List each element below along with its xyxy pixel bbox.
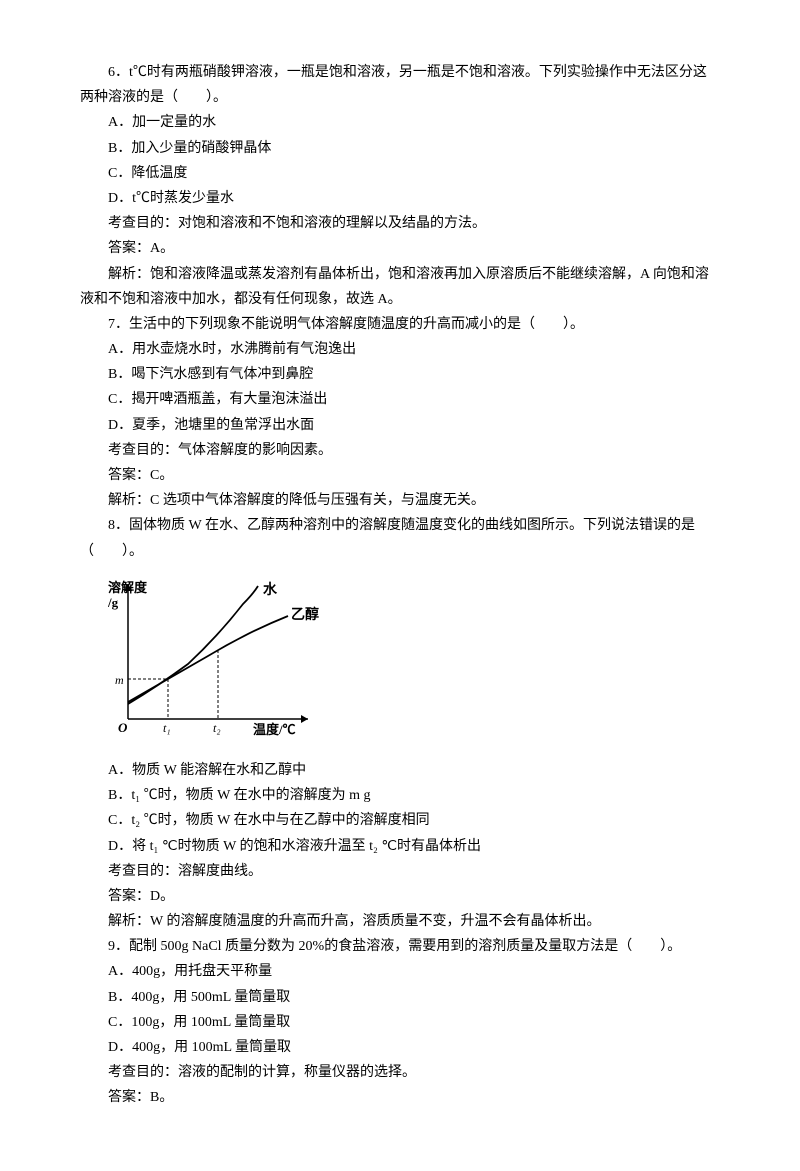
q6-option-d: D．t℃时蒸发少量水 xyxy=(80,186,720,211)
xlabel: 温度/℃ xyxy=(253,722,296,737)
q9-option-a: A．400g，用托盘天平称量 xyxy=(80,959,720,984)
q8-purpose: 考查目的：溶解度曲线。 xyxy=(80,859,720,884)
q8-option-d: D．将 t₁ ℃时物质 W 的饱和水溶液升温至 t₂ ℃时有晶体析出 xyxy=(80,834,720,859)
water-label: 水 xyxy=(263,581,278,598)
ethanol-curve xyxy=(128,616,288,702)
q6-answer: 答案：A。 xyxy=(80,236,720,261)
q7-analysis: 解析：C 选项中气体溶解度的降低与压强有关，与温度无关。 xyxy=(80,488,720,513)
q9-purpose: 考查目的：溶液的配制的计算，称量仪器的选择。 xyxy=(80,1060,720,1085)
m-tick: m xyxy=(115,673,124,687)
q7-option-d: D．夏季，池塘里的鱼常浮出水面 xyxy=(80,413,720,438)
q9-option-b: B．400g，用 500mL 量筒量取 xyxy=(80,985,720,1010)
q7-option-b: B．喝下汽水感到有气体冲到鼻腔 xyxy=(80,362,720,387)
q6-option-c: C．降低温度 xyxy=(80,161,720,186)
water-curve xyxy=(128,586,258,704)
q9-stem: 9．配制 500g NaCl 质量分数为 20%的食盐溶液，需要用到的溶剂质量及… xyxy=(80,934,720,959)
x-axis-arrow xyxy=(301,715,308,723)
q8-answer: 答案：D。 xyxy=(80,884,720,909)
origin: O xyxy=(118,720,128,735)
t2-tick: t₂ xyxy=(213,721,221,735)
q9-option-d: D．400g，用 100mL 量筒量取 xyxy=(80,1035,720,1060)
ethanol-label: 乙醇 xyxy=(291,606,319,623)
solubility-chart: 溶解度/g 水 乙醇 m O t₁ t₂ 温度/℃ xyxy=(108,574,720,748)
q8-stem: 8．固体物质 W 在水、乙醇两种溶剂中的溶解度随温度变化的曲线如图所示。下列说法… xyxy=(80,513,720,563)
q8-analysis: 解析：W 的溶解度随温度的升高而升高，溶质质量不变，升温不会有晶体析出。 xyxy=(80,909,720,934)
q7-option-c: C．揭开啤酒瓶盖，有大量泡沫溢出 xyxy=(80,387,720,412)
q7-answer: 答案：C。 xyxy=(80,463,720,488)
q6-analysis: 解析：饱和溶液降温或蒸发溶剂有晶体析出，饱和溶液再加入原溶质后不能继续溶解，A … xyxy=(80,262,720,312)
q9-answer: 答案：B。 xyxy=(80,1085,720,1110)
q6-purpose: 考查目的：对饱和溶液和不饱和溶液的理解以及结晶的方法。 xyxy=(80,211,720,236)
q6-option-a: A．加一定量的水 xyxy=(80,110,720,135)
q9-option-c: C．100g，用 100mL 量筒量取 xyxy=(80,1010,720,1035)
q8-option-b: B．t₁ ℃时，物质 W 在水中的溶解度为 m g xyxy=(80,783,720,808)
q6-option-b: B．加入少量的硝酸钾晶体 xyxy=(80,136,720,161)
chart-svg: 溶解度/g 水 乙醇 m O t₁ t₂ 温度/℃ xyxy=(108,574,328,739)
q8-option-a: A．物质 W 能溶解在水和乙醇中 xyxy=(80,758,720,783)
q8-option-c: C．t₂ ℃时，物质 W 在水中与在乙醇中的溶解度相同 xyxy=(80,808,720,833)
q7-purpose: 考查目的：气体溶解度的影响因素。 xyxy=(80,438,720,463)
q6-stem: 6．t℃时有两瓶硝酸钾溶液，一瓶是饱和溶液，另一瓶是不饱和溶液。下列实验操作中无… xyxy=(80,60,720,110)
q7-option-a: A．用水壶烧水时，水沸腾前有气泡逸出 xyxy=(80,337,720,362)
q7-stem: 7．生活中的下列现象不能说明气体溶解度随温度的升高而减小的是（ ）。 xyxy=(80,312,720,337)
t1-tick: t₁ xyxy=(163,721,171,735)
